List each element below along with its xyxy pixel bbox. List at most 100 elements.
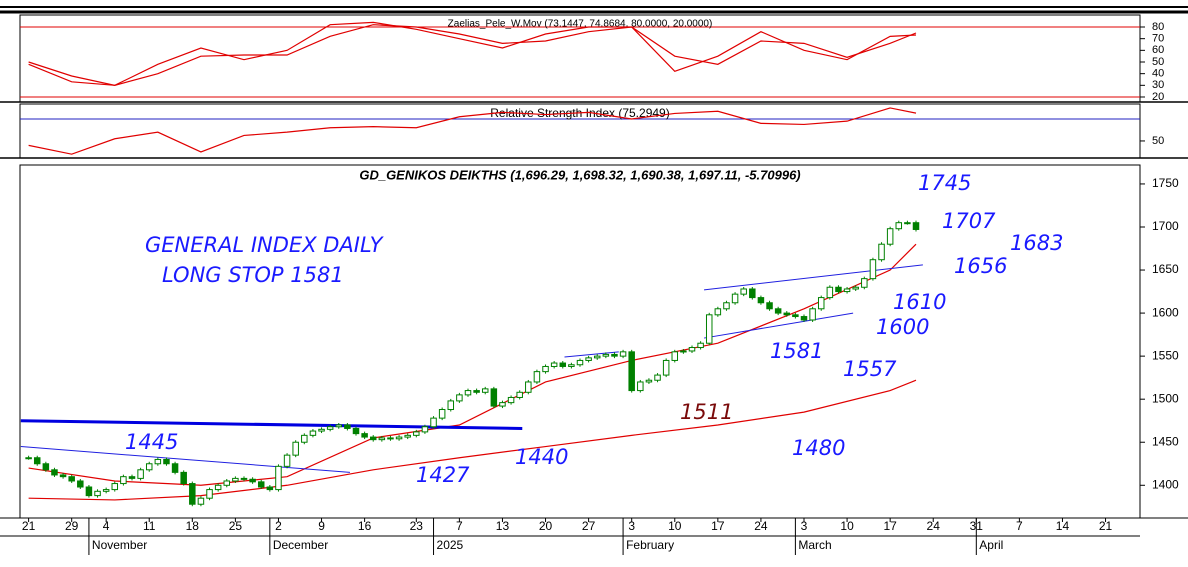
candle-body <box>369 436 377 441</box>
annotation: 1610 <box>893 290 946 314</box>
candle-body <box>257 481 265 488</box>
candle-body <box>404 434 411 438</box>
candle-body <box>749 288 756 299</box>
y-tick-label: 30 <box>1152 79 1164 91</box>
candle-body <box>301 434 308 443</box>
candle-body <box>154 458 162 465</box>
x-tick-label: 10 <box>668 519 682 533</box>
y-tick-label: 1700 <box>1152 219 1179 233</box>
candle-body <box>189 483 196 505</box>
candle-body <box>628 351 635 392</box>
candle-body <box>361 433 368 438</box>
moving-average <box>28 379 917 501</box>
annotation: 1557 <box>843 357 897 381</box>
candle-body <box>861 278 868 288</box>
candle-body <box>705 314 713 344</box>
candle-body <box>550 362 558 367</box>
candle-body <box>671 351 679 361</box>
candle-body <box>800 316 808 321</box>
y-tick-label: 1550 <box>1152 348 1179 362</box>
trend-line <box>20 446 351 473</box>
candle-body <box>654 374 661 381</box>
annotation: 1745 <box>918 171 971 195</box>
candle-body <box>792 314 799 318</box>
candle-body <box>387 437 394 440</box>
candle-body <box>533 371 541 383</box>
candle-body <box>94 490 101 497</box>
candle-body <box>593 355 601 359</box>
annotation: 1440 <box>515 445 568 469</box>
candle-body <box>85 486 93 497</box>
candle-body <box>128 476 136 479</box>
candle-body <box>318 428 325 432</box>
candle-body <box>447 400 455 411</box>
x-tick-label: 25 <box>229 519 243 533</box>
candle-body <box>232 477 239 482</box>
candle-body <box>413 431 420 436</box>
month-label: March <box>798 538 831 552</box>
candle-body <box>680 350 687 353</box>
y-tick-label: 1450 <box>1152 434 1179 448</box>
candle-body <box>438 409 446 419</box>
candle-body <box>525 381 532 393</box>
y-tick-label: 1400 <box>1152 477 1179 491</box>
candle-body <box>886 228 894 245</box>
y-tick-label: 1750 <box>1152 176 1179 190</box>
y-tick-label: 70 <box>1152 33 1164 45</box>
trend-line <box>564 351 619 358</box>
candle-body <box>697 342 704 349</box>
month-label: April <box>979 538 1003 552</box>
candle-body <box>137 469 144 479</box>
candle-body <box>309 430 317 436</box>
candle-body <box>559 362 567 367</box>
y-tick-label: 20 <box>1152 91 1164 103</box>
x-tick-label: 3 <box>628 519 635 533</box>
x-tick-label: 7 <box>1016 519 1023 533</box>
candle-body <box>77 480 84 488</box>
month-label: February <box>626 538 674 552</box>
month-label: December <box>273 538 328 552</box>
candle-body <box>206 489 213 499</box>
candle-body <box>852 286 859 290</box>
panel-title: Zaelias_Pele_W.Mov (73.1447, 74.8684, 80… <box>448 19 713 30</box>
x-tick-label: 17 <box>883 519 897 533</box>
candle-body <box>542 365 549 373</box>
candle-body <box>51 469 58 476</box>
x-tick-label: 16 <box>358 519 372 533</box>
x-tick-label: 7 <box>456 519 463 533</box>
annotation: 1581 <box>770 339 823 363</box>
indicator-line <box>28 24 917 86</box>
annotation: 1707 <box>942 209 996 233</box>
y-tick-label: 1600 <box>1152 305 1179 319</box>
x-tick-label: 24 <box>754 519 768 533</box>
candle-body <box>223 480 231 486</box>
candle-body <box>731 293 739 304</box>
candle-body <box>197 497 205 505</box>
month-label: November <box>92 538 147 552</box>
candle-body <box>740 288 747 295</box>
candle-body <box>576 359 584 366</box>
x-tick-label: 18 <box>186 519 200 533</box>
x-tick-label: 17 <box>711 519 725 533</box>
candle-body <box>326 426 334 430</box>
candle-body <box>344 424 351 429</box>
candle-body <box>766 302 773 310</box>
x-tick-label: 13 <box>496 519 510 533</box>
candle-body <box>33 457 41 465</box>
candle-body <box>912 222 920 230</box>
candle-body <box>240 477 248 480</box>
x-tick-label: 11 <box>143 519 156 533</box>
candle-body <box>826 286 834 299</box>
candle-body <box>757 297 765 304</box>
candle-body <box>619 351 627 357</box>
candle-body <box>516 391 523 398</box>
candle-body <box>102 489 110 492</box>
candle-body <box>774 308 782 314</box>
annotation: GENERAL INDEX DAILY <box>145 233 385 257</box>
x-tick-label: 3 <box>801 519 808 533</box>
x-tick-label: 10 <box>840 519 854 533</box>
x-tick-label: 20 <box>539 519 553 533</box>
x-tick-label: 4 <box>103 519 110 533</box>
candle-body <box>904 222 911 225</box>
x-tick-label: 2 <box>275 519 282 533</box>
